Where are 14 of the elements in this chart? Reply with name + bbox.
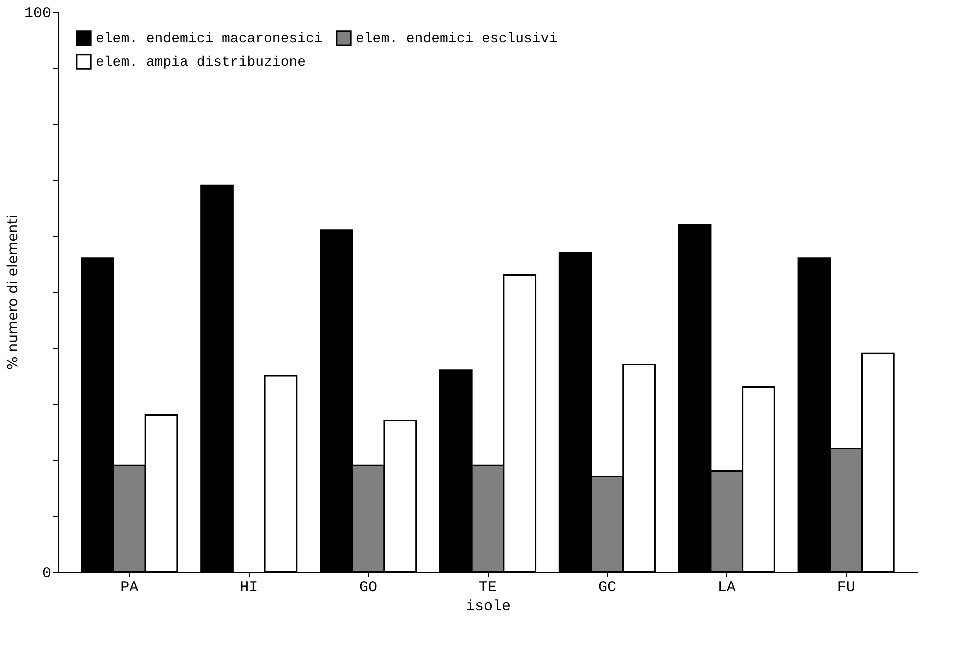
x-tick-label: TE bbox=[478, 580, 498, 596]
x-tick-label: GC bbox=[598, 580, 616, 596]
x-axis-title: isole bbox=[466, 598, 512, 616]
legend-label: elem. ampia distribuzione bbox=[96, 55, 306, 71]
x-tick-label: HI bbox=[240, 580, 258, 596]
x-tick-label: GO bbox=[360, 580, 378, 596]
legend-label: elem. endemici macaronesici bbox=[96, 31, 323, 48]
y-tick-label: 0 bbox=[42, 566, 52, 582]
legend-label: elem. endemici esclusivi bbox=[356, 31, 558, 48]
y-tick-label: 100 bbox=[24, 6, 52, 22]
x-tick-label: PA bbox=[120, 580, 139, 596]
x-tick-label: FU bbox=[837, 580, 856, 596]
y-axis-title: % numero di elementi bbox=[5, 214, 22, 370]
x-tick-label: LA bbox=[718, 580, 736, 596]
